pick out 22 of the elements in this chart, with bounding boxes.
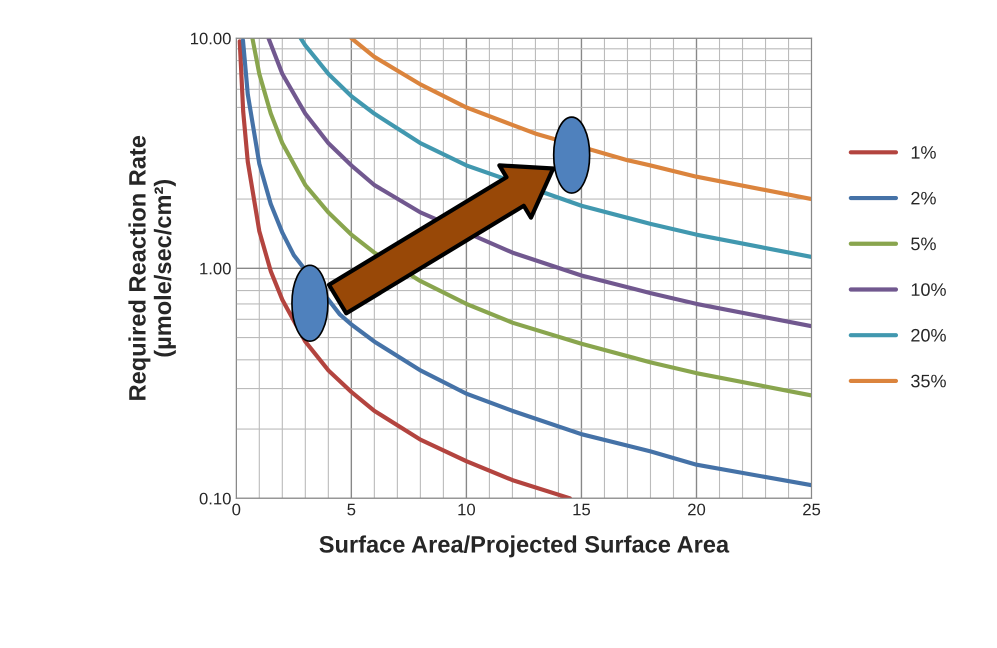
- x-tick-label: 5: [347, 504, 356, 516]
- legend-label: 5%: [911, 238, 936, 250]
- x-axis-title: Surface Area/Projected Surface Area: [319, 535, 730, 558]
- legend-label: 2%: [911, 192, 936, 204]
- line-series: [266, 38, 812, 328]
- x-tick-label: 10: [458, 504, 476, 516]
- legend-label: 10%: [912, 283, 946, 296]
- legend-label: 1%: [912, 146, 936, 159]
- line-series: [250, 38, 812, 398]
- line-series: [240, 38, 812, 488]
- legend-label: 35%: [911, 374, 946, 388]
- x-tick-label: 20: [688, 504, 706, 516]
- y-tick-label: 1.00: [200, 262, 231, 274]
- line-series: [349, 38, 812, 202]
- y-tick-label: 10.00: [190, 32, 231, 44]
- line-series: [298, 38, 812, 260]
- y-axis-title: Required Reaction Rate (µmole/sec/cm²): [128, 136, 176, 400]
- x-tick-label: 25: [803, 504, 820, 516]
- legend-label: 20%: [911, 328, 946, 342]
- x-tick-label: 0: [232, 504, 240, 516]
- y-tick-label: 0.10: [200, 492, 231, 505]
- x-tick-label: 15: [573, 504, 590, 516]
